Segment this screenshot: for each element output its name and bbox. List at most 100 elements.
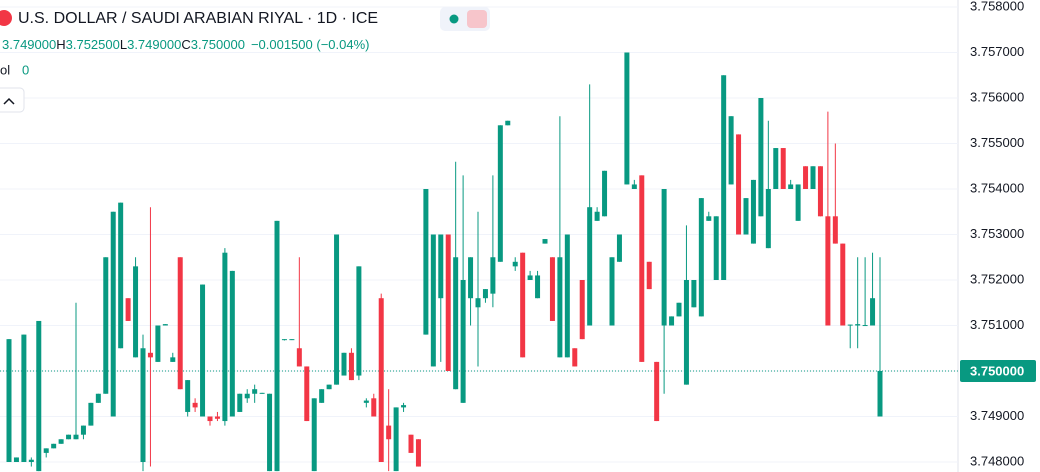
candle-body	[765, 189, 771, 249]
candle-body	[810, 166, 816, 189]
candle-body	[415, 439, 421, 467]
candle-body	[490, 257, 496, 294]
ohlc-number: 3.752500	[66, 37, 120, 52]
candle-body	[438, 234, 444, 299]
candle-body	[676, 302, 682, 317]
candle-body	[386, 425, 392, 440]
candle-body	[639, 175, 645, 362]
candle-body	[326, 384, 332, 390]
volume-label: ol	[0, 62, 10, 77]
candle-body	[281, 339, 287, 341]
y-tick-label: 3.749000	[970, 408, 1024, 423]
candle-body	[542, 239, 548, 244]
candle-body	[378, 298, 384, 462]
candle-body	[43, 448, 49, 453]
candle-body	[512, 261, 518, 267]
candle-body	[475, 298, 481, 308]
candle-body	[453, 257, 459, 390]
candle-body	[549, 257, 555, 321]
candle-body	[594, 211, 600, 221]
candle-body	[13, 457, 19, 462]
delayed-badge[interactable]	[467, 10, 487, 28]
candle-body	[572, 348, 578, 367]
candle-body	[304, 366, 310, 422]
candle-body	[334, 234, 340, 385]
y-tick-label: 3.755000	[970, 135, 1024, 150]
candle-body	[423, 189, 429, 335]
candle-body	[274, 220, 280, 472]
candle-body	[877, 371, 883, 417]
candle-body	[698, 198, 704, 317]
candle-body	[683, 280, 689, 385]
candle-body	[728, 116, 734, 185]
candle-body	[259, 392, 265, 394]
candle-body	[371, 398, 377, 417]
candle-body	[267, 393, 273, 472]
candle-body	[817, 166, 823, 217]
candle-body	[773, 148, 779, 189]
candle-body	[706, 216, 712, 221]
candle-body	[654, 361, 660, 422]
candle-body	[527, 275, 533, 280]
candle-body	[36, 320, 42, 472]
candle-body	[505, 120, 511, 126]
candle-body	[51, 443, 57, 449]
candle-body	[609, 257, 615, 326]
candle-body	[125, 298, 131, 321]
collapse-button[interactable]	[0, 87, 25, 113]
candle-body	[222, 252, 228, 422]
candle-body	[252, 389, 258, 394]
ohlc-number: 3.749000	[2, 37, 56, 52]
candle-body	[348, 352, 354, 381]
y-tick-label: 3.758000	[970, 0, 1024, 13]
candle-body	[58, 439, 64, 444]
ohlc-number: −0.001500 (−0.04%)	[251, 37, 370, 52]
candle-body	[401, 405, 407, 408]
candle-body	[311, 398, 317, 472]
y-tick-label: 3.754000	[970, 180, 1024, 195]
candle-body	[602, 170, 608, 217]
candles	[6, 52, 883, 472]
y-tick-label: 3.756000	[970, 89, 1024, 104]
candle-body	[73, 434, 79, 440]
candle-body	[140, 348, 146, 462]
candle-body	[743, 198, 749, 235]
candle-body	[721, 75, 727, 280]
candle-body	[482, 289, 488, 299]
last-price-label: 3.750000	[970, 363, 1024, 378]
candle-body	[133, 266, 139, 358]
candle-body	[200, 284, 206, 417]
candle-body	[795, 184, 801, 221]
candle-body	[244, 393, 250, 399]
candle-body	[393, 407, 399, 472]
candle-body	[80, 425, 86, 435]
grid	[0, 6, 958, 463]
candle-body	[855, 324, 861, 326]
volume-value: 0	[22, 62, 29, 77]
candle-body	[147, 352, 153, 358]
candle-body	[95, 393, 101, 403]
candle-body	[341, 352, 347, 376]
candle-body	[669, 316, 675, 326]
candle-body	[162, 324, 168, 326]
candle-body	[713, 216, 719, 280]
ohlc-letter: H	[56, 37, 65, 52]
candle-body	[185, 380, 191, 412]
y-tick-label: 3.751000	[970, 317, 1024, 332]
candle-body	[28, 459, 34, 462]
candle-body	[468, 257, 474, 299]
candle-body	[758, 98, 764, 217]
symbol-icon	[0, 10, 12, 26]
candle-body	[832, 216, 838, 244]
candle-body	[214, 416, 220, 419]
candle-body	[118, 202, 124, 349]
ohlc-values: 3.749000H3.752500L3.749000C3.750000 −0.00…	[2, 37, 370, 52]
candle-body	[6, 339, 12, 462]
candle-body	[840, 243, 846, 326]
candle-body	[579, 280, 585, 340]
candle-body	[661, 189, 667, 326]
candle-body	[520, 252, 526, 358]
y-tick-label: 3.752000	[970, 271, 1024, 286]
candle-body	[88, 402, 94, 426]
